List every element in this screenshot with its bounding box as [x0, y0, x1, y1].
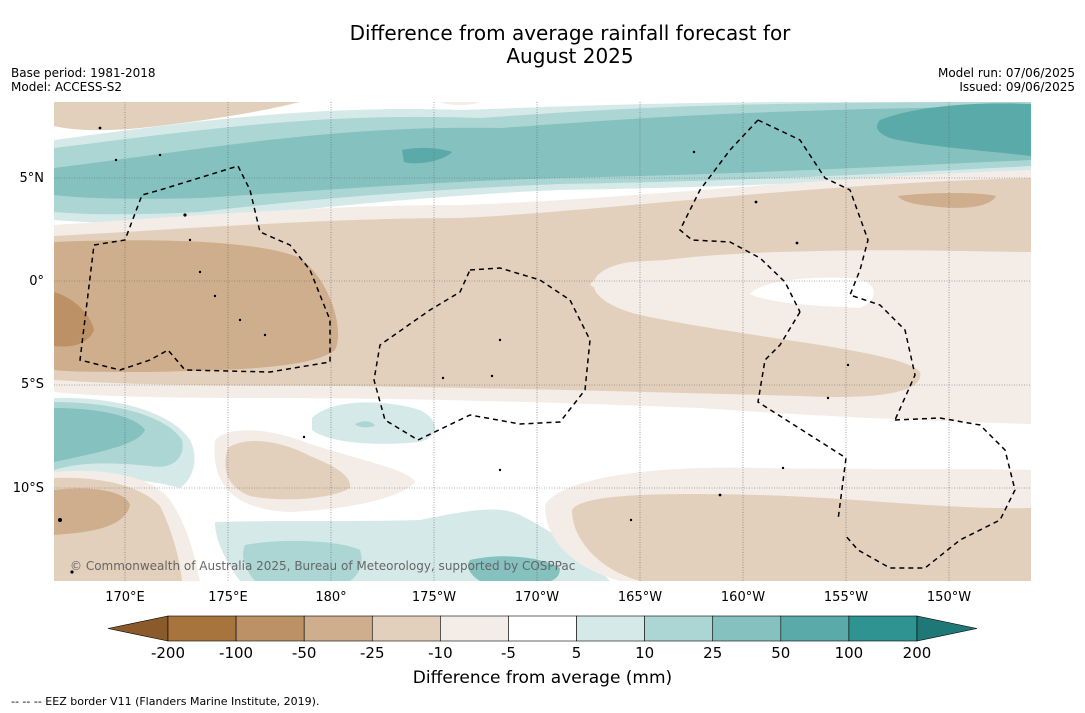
- title-line-1: Difference from average rainfall forecas…: [349, 21, 791, 45]
- mid-south-wet-core: [355, 421, 375, 428]
- mid-south-dry-inner: [225, 441, 351, 500]
- colorbar-tick-label: 100: [834, 644, 864, 662]
- colorbar-tick-label: -100: [219, 644, 254, 662]
- eez-kiribati-line: [757, 119, 916, 521]
- copyright-text: © Commonwealth of Australia 2025, Bureau…: [70, 559, 576, 573]
- colorbar-segment: [576, 615, 645, 642]
- colorbar-tick-label: -5: [500, 644, 516, 662]
- lon-label-165w: 165°W: [617, 590, 663, 605]
- colorbar-title: Difference from average (mm): [412, 668, 673, 688]
- south-wet-band-inner: [243, 540, 362, 581]
- colorbar-extend-high: [916, 615, 978, 642]
- title-line-2: August 2025: [506, 44, 634, 68]
- equatorial-dry-core-west: [54, 240, 339, 372]
- colorbar-tick-label: 5: [571, 644, 582, 662]
- base-period-text: Base period: 1981-2018: [11, 66, 156, 80]
- colorbar-tick-label: -10: [428, 644, 453, 662]
- lat-label-5n: 5°N: [19, 171, 45, 186]
- chart-title: Difference from average rainfall forecas…: [270, 22, 870, 68]
- colorbar-segment: [780, 615, 850, 642]
- north-east-dry-patch: [898, 193, 996, 208]
- colorbar-tick-label: -25: [360, 644, 385, 662]
- north-wet-core-east: [877, 103, 1031, 156]
- south-east-dry-inner: [572, 493, 1031, 581]
- colorbar: [107, 615, 978, 642]
- model-text: Model: ACCESS-S2: [11, 80, 123, 94]
- colorbar-tick-label: 10: [635, 644, 655, 662]
- lon-label-175w: 175°W: [411, 590, 457, 605]
- colorbar-segment: [440, 615, 509, 642]
- lon-label-170w: 170°W: [514, 590, 560, 605]
- north-wet-band-inner: [54, 106, 1031, 199]
- meta-right: Model run: 07/06/2025 Issued: 09/06/2025: [938, 66, 1075, 94]
- south-west-wet-inner: [54, 408, 145, 462]
- eez-borders: [79, 119, 1016, 569]
- lat-label-5s: 5°S: [20, 377, 44, 392]
- colorbar-tick-label: 25: [703, 644, 723, 662]
- eez-legend-text: -- -- -- EEZ border V11 (Flanders Marine…: [11, 695, 320, 708]
- lon-label-150w: 150°W: [926, 590, 972, 605]
- north-wet-core-west: [402, 147, 452, 164]
- colorbar-tick-label: 200: [902, 644, 932, 662]
- lon-label-175e: 175°E: [208, 590, 248, 605]
- map-field: [54, 102, 1031, 581]
- colorbar-segment: [644, 615, 714, 642]
- colorbar-segment: [848, 615, 918, 642]
- lon-label-170e: 170°E: [105, 590, 145, 605]
- colorbar-segment: [712, 615, 782, 642]
- colorbar-tick-label: 50: [771, 644, 791, 662]
- lon-label-180: 180°: [315, 590, 347, 605]
- colorbar-segment: [235, 615, 305, 642]
- colorbar-segment: [303, 615, 373, 642]
- model-run-text: Model run: 07/06/2025: [937, 66, 1075, 80]
- equatorial-white-core: [750, 277, 874, 308]
- eez-kiribati-phoenix: [373, 267, 591, 441]
- lat-label-0: 0°: [29, 274, 44, 289]
- colorbar-extend-low: [107, 615, 169, 642]
- eez-french-polynesia: [844, 417, 1016, 569]
- south-west-dry-inner: [54, 488, 130, 535]
- eez-line-north: [679, 119, 801, 313]
- north-dry-patch-mid: [440, 102, 480, 105]
- lon-label-160w: 160°W: [720, 590, 766, 605]
- colorbar-segment: [508, 615, 577, 642]
- colorbar-segment: [167, 615, 237, 642]
- colorbar-segment: [371, 615, 441, 642]
- lon-label-155w: 155°W: [823, 590, 869, 605]
- colorbar-tick-label: -50: [291, 644, 317, 662]
- lat-label-10s: 10°S: [12, 481, 44, 496]
- colorbar-tick-label: -200: [150, 644, 186, 662]
- north-dry-patch-west: [54, 102, 300, 131]
- issued-text: Issued: 09/06/2025: [959, 80, 1075, 94]
- mid-south-wet-patch: [312, 402, 435, 444]
- islands: [58, 126, 850, 574]
- meta-left: Base period: 1981-2018 Model: ACCESS-S2: [11, 66, 156, 94]
